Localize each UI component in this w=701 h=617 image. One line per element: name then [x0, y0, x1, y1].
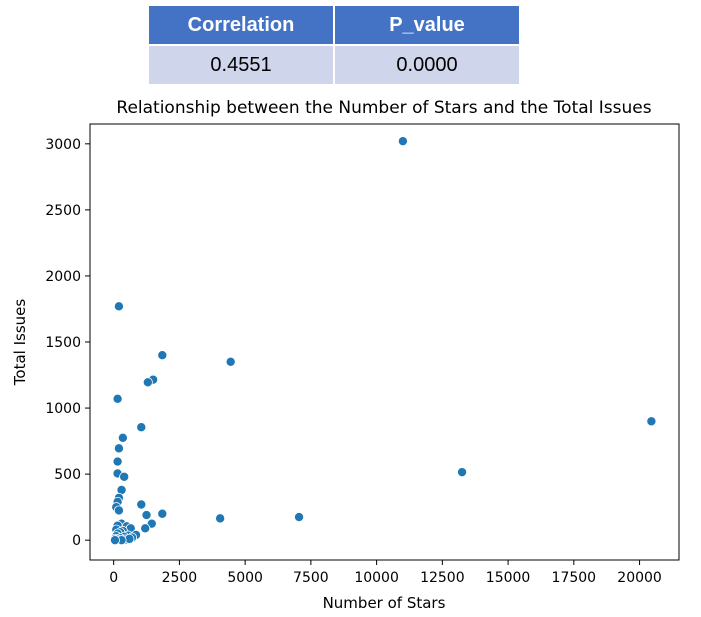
- stats-table: Correlation P_value 0.4551 0.0000: [147, 4, 521, 86]
- data-point: [109, 535, 120, 546]
- x-tick-label: 2500: [162, 570, 198, 586]
- data-point: [225, 356, 236, 367]
- data-point: [136, 422, 147, 433]
- y-tick-label: 0: [72, 533, 81, 549]
- data-point: [157, 508, 168, 519]
- plot-frame: [89, 123, 680, 561]
- data-point: [141, 510, 152, 521]
- stats-value-row: 0.4551 0.0000: [147, 44, 521, 86]
- correlation-header: Correlation: [147, 4, 335, 46]
- x-tick-label: 12500: [420, 570, 465, 586]
- data-point: [457, 467, 468, 478]
- data-point: [142, 377, 153, 388]
- data-point: [215, 513, 226, 524]
- data-point: [140, 523, 151, 534]
- data-point: [136, 499, 147, 510]
- data-point: [157, 350, 168, 361]
- x-tick-label: 17500: [552, 570, 597, 586]
- data-point: [112, 393, 123, 404]
- p-value-header: P_value: [333, 4, 521, 46]
- x-axis-label: Number of Stars: [323, 594, 446, 612]
- x-tick-label: 5000: [227, 570, 263, 586]
- data-point: [113, 505, 124, 516]
- x-tick-label: 0: [109, 570, 118, 586]
- data-point: [112, 456, 123, 467]
- y-tick-label: 2000: [45, 269, 81, 285]
- data-point: [117, 432, 128, 443]
- data-point: [646, 416, 657, 427]
- correlation-value: 0.4551: [147, 44, 335, 86]
- data-point: [113, 301, 124, 312]
- data-point: [397, 136, 408, 147]
- x-tick-label: 15000: [486, 570, 531, 586]
- y-tick-label: 1500: [45, 335, 81, 351]
- data-point: [119, 471, 130, 482]
- y-tick-label: 2500: [45, 203, 81, 219]
- x-tick-label: 7500: [293, 570, 329, 586]
- p-value-value: 0.0000: [333, 44, 521, 86]
- y-axis-label: Total Issues: [11, 299, 29, 387]
- data-point: [113, 443, 124, 454]
- stats-header-row: Correlation P_value: [147, 4, 521, 46]
- y-tick-label: 500: [54, 467, 81, 483]
- data-point: [294, 512, 305, 523]
- x-tick-label: 20000: [617, 570, 662, 586]
- chart-title: Relationship between the Number of Stars…: [116, 98, 651, 118]
- y-tick-label: 3000: [45, 137, 81, 153]
- y-tick-label: 1000: [45, 401, 81, 417]
- x-tick-label: 10000: [354, 570, 399, 586]
